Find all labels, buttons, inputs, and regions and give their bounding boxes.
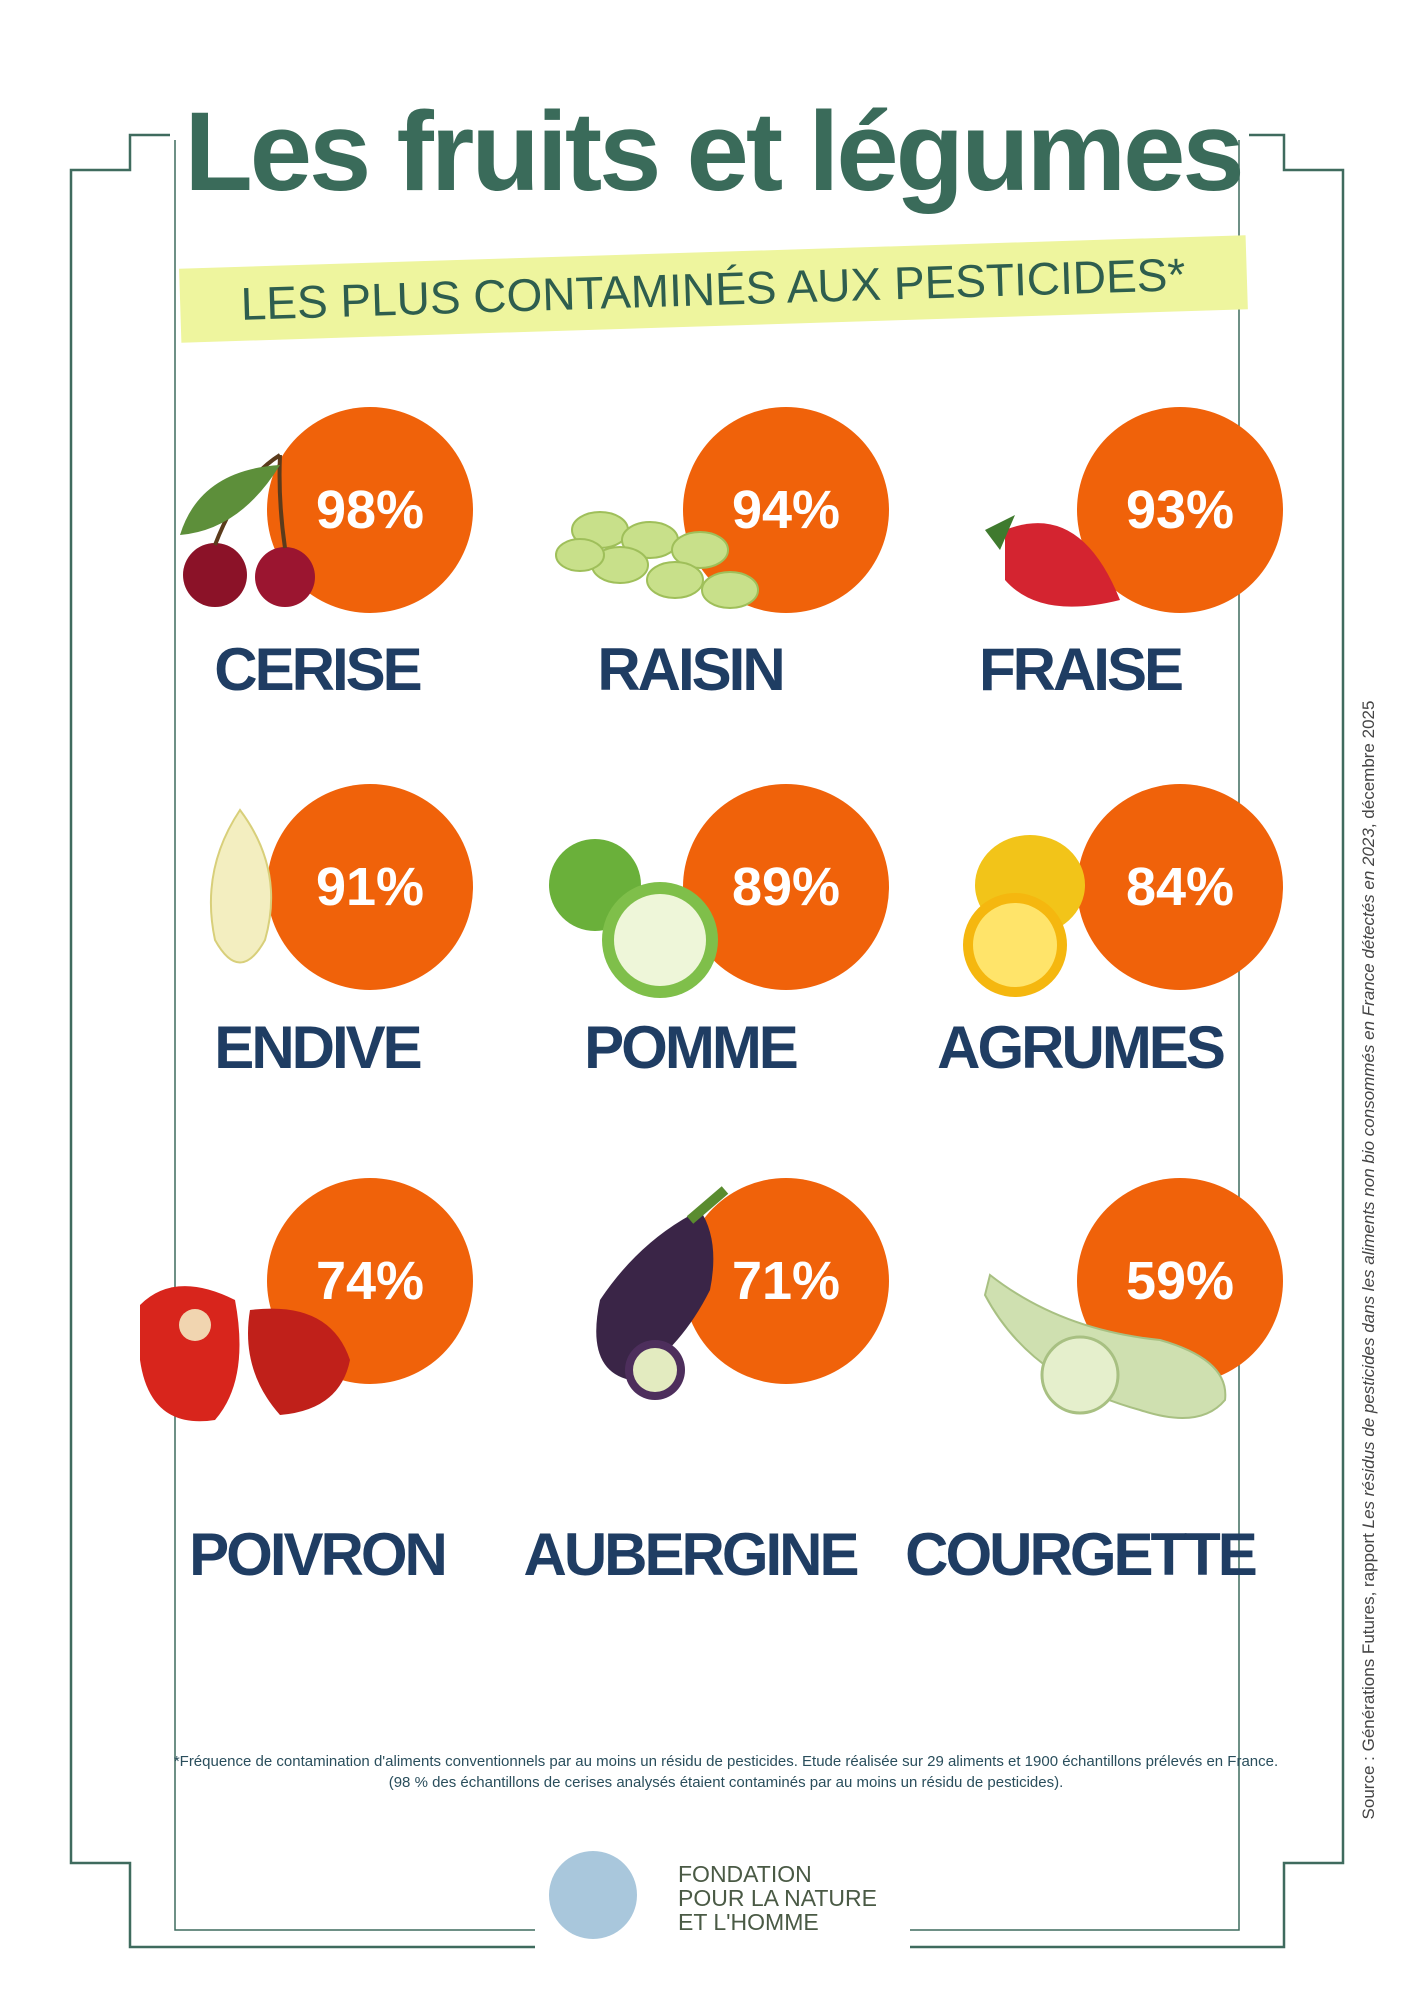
source-suffix: , décembre 2025 [1359, 701, 1378, 829]
source-prefix: Source : Générations Futures, rapport [1359, 1528, 1378, 1819]
subtitle-band: LES PLUS CONTAMINÉS AUX PESTICIDES* [179, 235, 1248, 343]
percent: 59% [1126, 1251, 1234, 1311]
item-name: AGRUMES [937, 1014, 1224, 1081]
footnote-line: (98 % des échantillons de cerises analys… [389, 1774, 1064, 1791]
percent-badge [1077, 1178, 1283, 1384]
highlight [179, 235, 1248, 343]
frame [69, 133, 1345, 1949]
logo: FONDATION POUR LA NATURE ET L'HOMME [549, 1851, 877, 1939]
percent-badge [267, 784, 473, 990]
logo-line: POUR LA NATURE [678, 1885, 877, 1911]
item-name: FRAISE [979, 636, 1182, 703]
percent: 84% [1126, 857, 1234, 917]
source-title: Les résidus de pesticides dans les alime… [1359, 828, 1378, 1529]
percent-badge [1077, 407, 1283, 613]
logo-line: FONDATION [678, 1861, 812, 1887]
item-name: ENDIVE [214, 1014, 420, 1081]
title: Les fruits et légumes [184, 89, 1241, 214]
item-name: AUBERGINE [523, 1521, 857, 1588]
percent: 98% [316, 480, 424, 540]
illustrations [140, 453, 1227, 1422]
item-name: POIVRON [189, 1521, 445, 1588]
logo-mark [549, 1851, 637, 1939]
source: Source : Générations Futures, rapport Le… [1359, 701, 1378, 1820]
footnote: *Fréquence de contamination d'aliments c… [174, 1753, 1278, 1791]
percent: 93% [1126, 480, 1234, 540]
item-name: POMME [584, 1014, 797, 1081]
item-name: RAISIN [597, 636, 782, 703]
percent-badge [267, 407, 473, 613]
percent: 91% [316, 857, 424, 917]
items: 98% CERISE 94% RAISIN 93% FRAISE 91% ENDIVE 89% P… [189, 407, 1283, 1588]
footnote-line: *Fréquence de contamination d'aliments c… [174, 1753, 1278, 1770]
item-name: COURGETTE [905, 1521, 1256, 1588]
percent: 74% [316, 1251, 424, 1311]
logo-line: ET L'HOMME [678, 1909, 819, 1935]
percent: 71% [732, 1251, 840, 1311]
percent: 89% [732, 857, 840, 917]
item-name: CERISE [214, 636, 420, 703]
percent-badge [683, 407, 889, 613]
percent-badge [683, 1178, 889, 1384]
percent: 94% [732, 480, 840, 540]
percent-badge [683, 784, 889, 990]
percent-badge [1077, 784, 1283, 990]
